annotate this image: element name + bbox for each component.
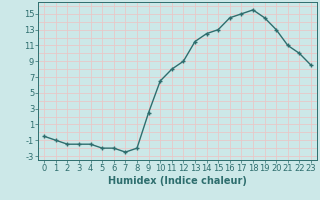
X-axis label: Humidex (Indice chaleur): Humidex (Indice chaleur) <box>108 176 247 186</box>
